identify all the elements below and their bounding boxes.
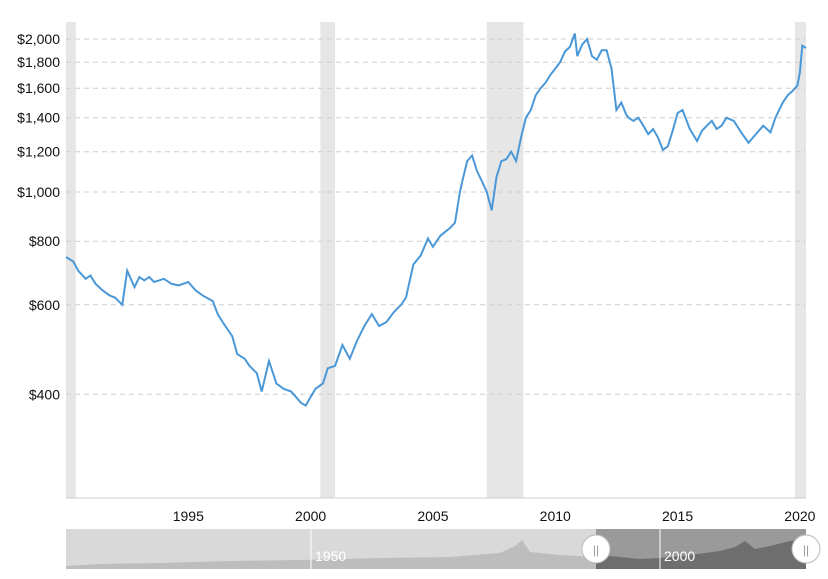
y-tick-label-800: $800 bbox=[29, 233, 60, 249]
recession-bands bbox=[66, 22, 806, 498]
y-tick-label-600: $600 bbox=[29, 297, 60, 313]
left-handle-grip-icon: || bbox=[593, 543, 599, 557]
x-tick-label-2015: 2015 bbox=[662, 508, 693, 524]
recession-band-4 bbox=[794, 22, 806, 498]
x-tick-label-2020: 2020 bbox=[784, 508, 815, 524]
right-handle-grip-icon: || bbox=[803, 543, 809, 557]
navigator-selected-area bbox=[596, 540, 806, 569]
recession-band-3 bbox=[486, 22, 524, 498]
navigator-left-handle[interactable]: || bbox=[581, 534, 611, 564]
y-tick-label-1400: $1,400 bbox=[17, 110, 60, 126]
y-tick-label-2000: $2,000 bbox=[17, 31, 60, 47]
y-axis-labels: $400 $600 $800 $1,000 $1,200 $1,400 $1,600 $1,8… bbox=[17, 31, 60, 402]
y-tick-label-400: $400 bbox=[29, 386, 60, 402]
horizontal-gridlines bbox=[66, 38, 806, 395]
navigator-history-area bbox=[66, 540, 596, 569]
x-tick-label-1995: 1995 bbox=[173, 508, 204, 524]
x-tick-label-2000: 2000 bbox=[295, 508, 326, 524]
x-axis-labels: 1995 2000 2005 2010 2015 2020 bbox=[173, 508, 816, 524]
navigator-right-handle[interactable]: || bbox=[791, 534, 821, 564]
range-navigator[interactable]: 1950 2000 || || bbox=[66, 529, 821, 569]
y-tick-label-1200: $1,200 bbox=[17, 144, 60, 160]
y-tick-label-1000: $1,000 bbox=[17, 184, 60, 200]
y-tick-label-1800: $1,800 bbox=[17, 54, 60, 70]
navigator-label-2000: 2000 bbox=[664, 548, 695, 564]
x-tick-label-2010: 2010 bbox=[540, 508, 571, 524]
gold-price-series-line bbox=[65, 33, 807, 407]
recession-band-2 bbox=[320, 22, 336, 498]
x-tick-label-2005: 2005 bbox=[417, 508, 448, 524]
y-tick-label-1600: $1,600 bbox=[17, 80, 60, 96]
navigator-label-1950: 1950 bbox=[315, 548, 346, 564]
